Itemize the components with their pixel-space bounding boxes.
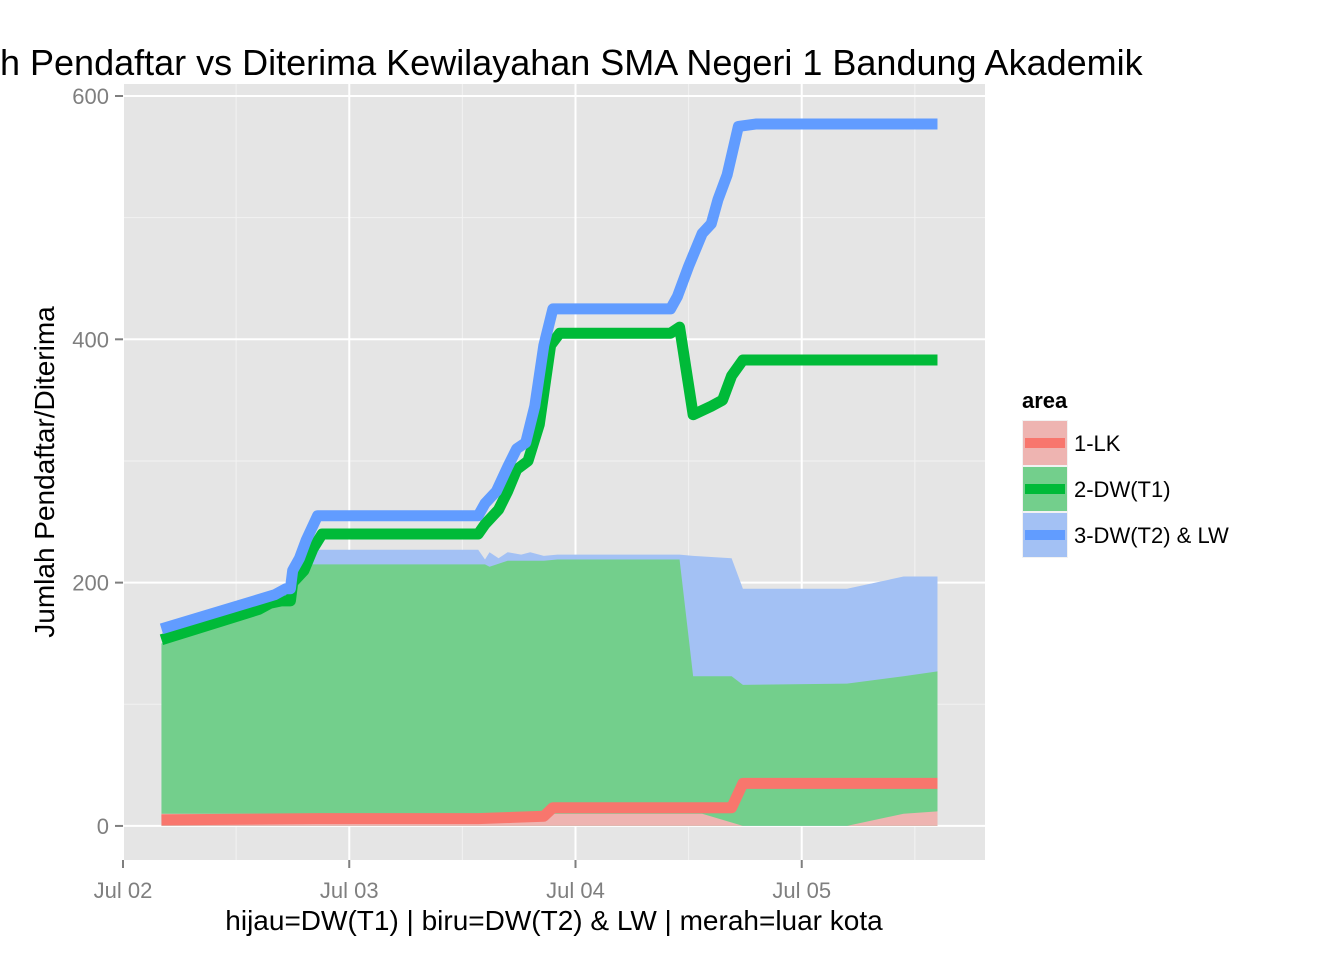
legend-item: 1-LK [1022,420,1121,466]
x-tick-label: Jul 04 [546,878,605,903]
y-tick-label: 400 [72,327,109,352]
x-tick-label: Jul 03 [320,878,379,903]
line-3-dw-t2-lw [159,118,938,635]
legend-label: 2-DW(T1) [1074,477,1171,502]
x-axis-title: hijau=DW(T1) | biru=DW(T2) & LW | merah=… [225,905,883,936]
grid-minor [123,84,985,860]
legend-label: 1-LK [1074,431,1121,456]
axes: 0 200 400 600 Jul 02 Jul 03 Jul 04 Jul 05 [72,84,831,903]
legend-item: 2-DW(T1) [1022,466,1171,512]
chart-title: h Pendaftar vs Diterima Kewilayahan SMA … [0,42,1144,83]
line-1-lk [161,777,938,826]
y-axis-title: Jumlah Pendaftar/Diterima [29,306,60,638]
legend-item: 3-DW(T2) & LW [1022,512,1229,558]
line-layer [159,118,938,826]
y-tick-label: 600 [72,84,109,109]
x-tick-label: Jul 05 [772,878,831,903]
area-2-dw-t1- [161,559,938,826]
legend: area 1-LK 2-DW(T1) 3-DW(T2) & LW [1022,388,1229,558]
legend-label: 3-DW(T2) & LW [1074,523,1229,548]
y-tick-label: 200 [72,571,109,596]
x-tick-label: Jul 02 [94,878,153,903]
y-tick-label: 0 [97,814,109,839]
legend-title: area [1022,388,1068,413]
